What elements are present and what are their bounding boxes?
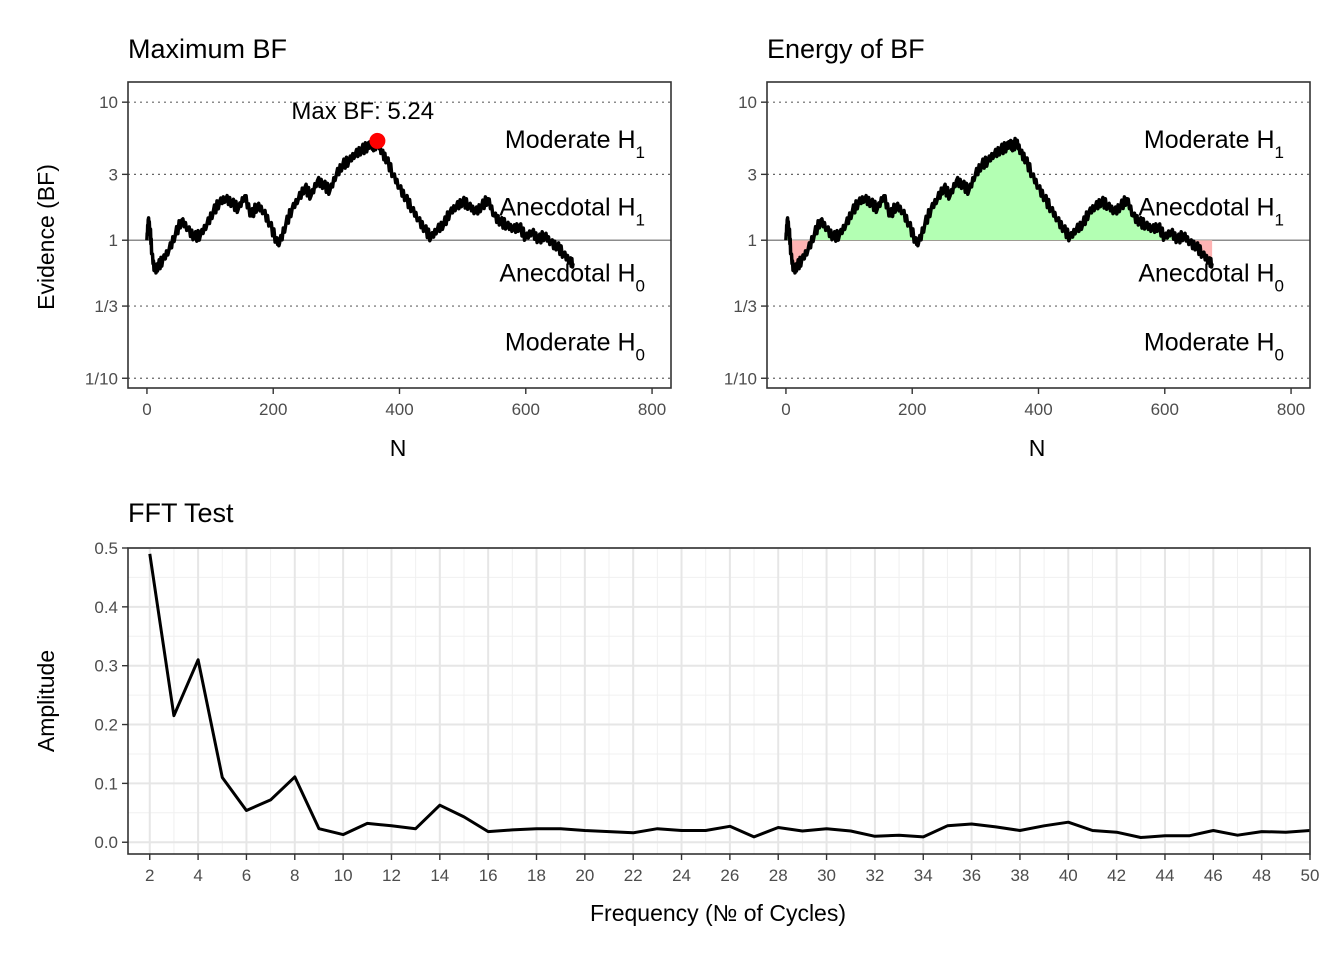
max-bf-point [369,132,386,149]
x-tick-label: 46 [1204,866,1223,885]
band-label-subscript: 1 [1275,143,1284,162]
x-tick-label: 12 [382,866,401,885]
x-tick-label: 42 [1107,866,1126,885]
series-line [145,136,575,275]
y-tick-label: 0.5 [94,539,118,558]
x-tick-label: 50 [1301,866,1320,885]
panel-title-energy-of-bf: Energy of BF [767,34,925,64]
y-axis-label-maximum-bf: Evidence (BF) [33,164,59,310]
x-tick-label: 800 [638,400,666,419]
y-tick-label: 3 [748,165,757,184]
band-label: Anecdotal H1 [499,194,645,230]
x-tick-label: 600 [1151,400,1179,419]
x-tick-label: 32 [865,866,884,885]
x-tick-label: 0 [142,400,151,419]
y-tick-label: 1/3 [733,297,757,316]
band-label-subscript: 0 [636,276,645,295]
y-tick-label: 1 [748,231,757,250]
series-line [784,136,1214,275]
band-label-subscript: 0 [1275,345,1284,364]
band-label: Moderate H0 [505,328,645,364]
y-tick-label: 10 [738,93,757,112]
x-tick-label: 400 [1024,400,1052,419]
y-tick-label: 10 [99,93,118,112]
x-tick-label: 48 [1252,866,1271,885]
x-tick-label: 38 [1010,866,1029,885]
x-tick-label: 36 [962,866,981,885]
band-label-subscript: 0 [636,345,645,364]
x-axis-label-energy-of-bf: N [1029,435,1046,461]
plot-area-fft-test: 0.00.10.20.30.40.52 4 6 8 10 12 14 16 18 20 22 24 26… [94,539,1319,885]
x-tick-label: 400 [385,400,413,419]
x-tick-label: 20 [575,866,594,885]
x-axis-label-maximum-bf: N [390,435,407,461]
x-tick-label: 16 [479,866,498,885]
x-tick-label: 28 [769,866,788,885]
band-label-main: Moderate H [505,328,636,356]
band-label-subscript: 1 [636,210,645,229]
panel-fft-test: FFT Test Frequency (№ of Cycles) Amplitu… [33,498,1319,926]
x-tick-label: 200 [898,400,926,419]
band-label-main: Anecdotal H [1138,194,1274,222]
y-tick-label: 1/10 [85,369,118,388]
band-label-subscript: 1 [636,143,645,162]
panel-maximum-bf: Maximum BF N Evidence (BF) Moderate H1An… [33,34,672,461]
x-tick-label: 14 [430,866,449,885]
y-tick-label: 0.0 [94,833,118,852]
y-tick-label: 0.4 [94,598,118,617]
y-tick-label: 0.1 [94,774,118,793]
max-bf-annotation: Max BF: 5.24 [291,98,434,125]
band-label-main: Moderate H [505,126,636,154]
band-label: Anecdotal H1 [1138,194,1284,230]
x-tick-label: 6 [242,866,251,885]
band-label-subscript: 0 [1275,276,1284,295]
x-tick-label: 22 [624,866,643,885]
panel-title-fft-test: FFT Test [128,498,234,528]
y-tick-label: 1 [109,231,118,250]
panel-border [127,547,1311,855]
x-tick-label: 800 [1277,400,1305,419]
x-tick-label: 0 [781,400,790,419]
y-tick-label: 1/3 [94,297,118,316]
x-tick-label: 26 [720,866,739,885]
y-tick-label: 1/10 [724,369,757,388]
x-tick-label: 600 [512,400,540,419]
y-tick-label: 0.2 [94,716,118,735]
y-tick-label: 3 [109,165,118,184]
x-tick-label: 44 [1156,866,1175,885]
x-tick-label: 10 [334,866,353,885]
x-tick-label: 34 [914,866,933,885]
band-label-main: Moderate H [1144,126,1275,154]
x-tick-label: 8 [290,866,299,885]
band-label: Moderate H0 [1144,328,1284,364]
band-label-main: Moderate H [1144,328,1275,356]
x-tick-label: 24 [672,866,691,885]
y-tick-label: 0.3 [94,657,118,676]
band-label-subscript: 1 [1275,210,1284,229]
x-tick-label: 2 [145,866,154,885]
x-tick-label: 40 [1059,866,1078,885]
band-label: Moderate H1 [1144,126,1284,162]
x-axis-label-fft-test: Frequency (№ of Cycles) [590,900,846,926]
panel-title-maximum-bf: Maximum BF [128,34,287,64]
y-axis-label-fft-test: Amplitude [33,650,59,752]
x-tick-label: 4 [193,866,202,885]
band-label-main: Anecdotal H [499,194,635,222]
band-label: Moderate H1 [505,126,645,162]
x-tick-label: 30 [817,866,836,885]
x-tick-label: 18 [527,866,546,885]
x-tick-label: 200 [259,400,287,419]
band-label: Anecdotal H0 [1138,259,1284,295]
